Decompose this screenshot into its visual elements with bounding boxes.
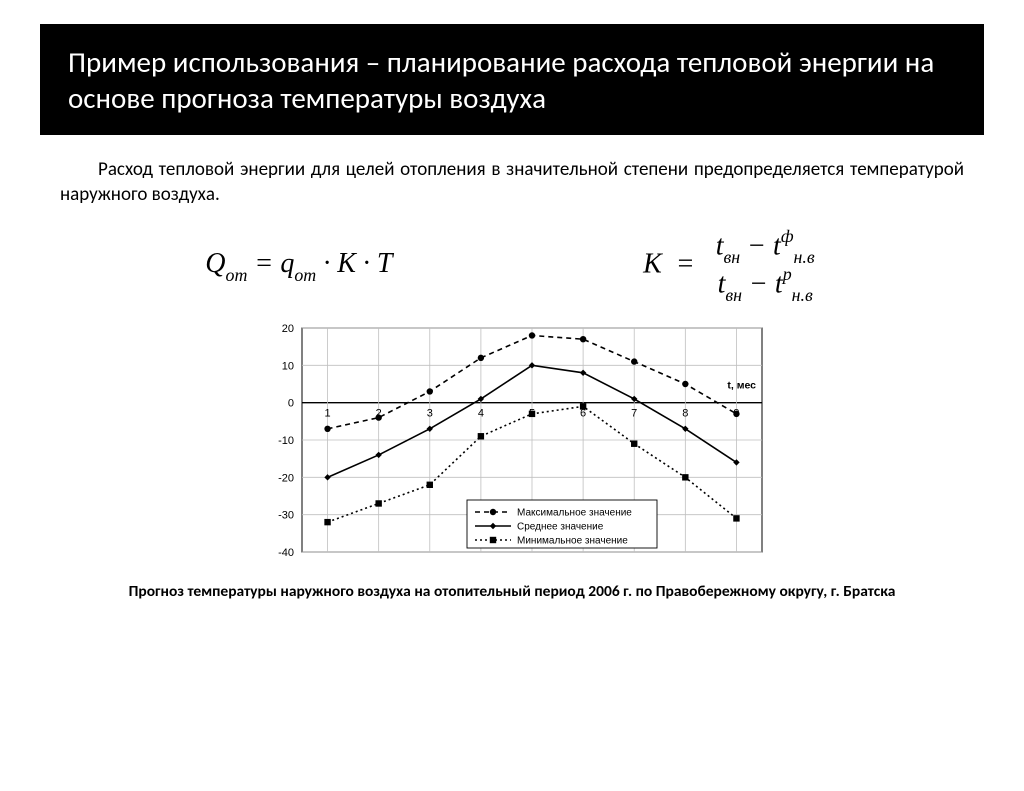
svg-text:0: 0 bbox=[288, 397, 294, 409]
f1-q: q bbox=[280, 248, 294, 279]
f1-k: K bbox=[337, 248, 356, 279]
f1-t: T bbox=[377, 248, 393, 279]
f1-dot2: · bbox=[363, 248, 377, 279]
f2-lhs: K bbox=[643, 248, 662, 279]
f2-den: tвн − tрн.в bbox=[712, 266, 819, 304]
formula-row: Qот = qот · K · T K = tвн − tфн.в tвн − … bbox=[80, 228, 944, 304]
f1-q-sub: от bbox=[294, 265, 316, 285]
svg-text:-30: -30 bbox=[278, 509, 294, 521]
svg-text:20: 20 bbox=[282, 323, 294, 335]
title-bar: Пример использования – планирование расх… bbox=[40, 24, 984, 135]
formula-k: K = tвн − tфн.в tвн − tрн.в bbox=[643, 228, 819, 304]
svg-text:t, мес: t, мес bbox=[727, 379, 756, 391]
svg-text:1: 1 bbox=[324, 407, 330, 419]
chart-caption: Прогноз температуры наружного воздуха на… bbox=[90, 582, 934, 603]
formula-q: Qот = qот · K · T bbox=[205, 248, 392, 284]
f2-eq: = bbox=[669, 248, 702, 279]
f2-fraction: tвн − tфн.в tвн − tрн.в bbox=[712, 228, 819, 304]
chart-container: -40-30-20-1001020123456789t, месМаксимал… bbox=[0, 314, 1024, 574]
svg-text:10: 10 bbox=[282, 360, 294, 372]
temperature-chart: -40-30-20-1001020123456789t, месМаксимал… bbox=[232, 314, 792, 574]
svg-text:-10: -10 bbox=[278, 435, 294, 447]
f1-dot1: · bbox=[323, 248, 337, 279]
f2-num: tвн − tфн.в bbox=[712, 228, 819, 266]
intro-paragraph: Расход тепловой энергии для целей отопле… bbox=[60, 157, 964, 208]
svg-text:-20: -20 bbox=[278, 472, 294, 484]
svg-text:3: 3 bbox=[427, 407, 433, 419]
svg-text:Максимальное значение: Максимальное значение bbox=[517, 507, 632, 518]
svg-text:8: 8 bbox=[682, 407, 688, 419]
svg-text:-40: -40 bbox=[278, 547, 294, 559]
f1-lhs: Q bbox=[205, 248, 225, 279]
svg-text:7: 7 bbox=[631, 407, 637, 419]
f1-lhs-sub: от bbox=[226, 265, 248, 285]
svg-text:4: 4 bbox=[478, 407, 484, 419]
page-title: Пример использования – планирование расх… bbox=[68, 44, 956, 117]
f1-eq: = bbox=[254, 248, 280, 279]
svg-text:Минимальное значение: Минимальное значение bbox=[517, 535, 628, 546]
svg-text:Среднее значение: Среднее значение bbox=[517, 521, 604, 532]
